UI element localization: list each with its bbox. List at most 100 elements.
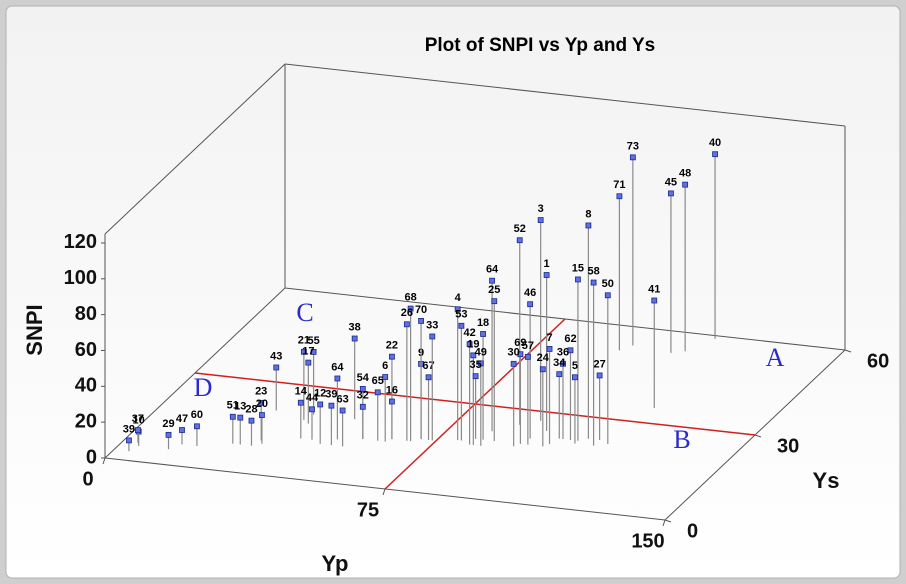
z-tick-label: 120 — [64, 231, 97, 253]
point-label: 30 — [508, 347, 520, 359]
point-label: 69 — [514, 337, 526, 349]
y-tick-label: 0 — [687, 520, 698, 542]
point-label: 26 — [401, 307, 413, 319]
point-label: 19 — [467, 338, 479, 350]
point-label: 14 — [295, 386, 308, 398]
point — [466, 341, 473, 348]
point — [258, 399, 265, 406]
point — [604, 292, 611, 299]
point-label: 68 — [404, 291, 416, 303]
point-label: 45 — [665, 176, 677, 188]
axis-line — [104, 63, 286, 235]
y-axis-label: Ys — [813, 468, 840, 493]
point-label: 38 — [349, 321, 361, 333]
point-label: 20 — [256, 398, 268, 410]
annotation: C — [296, 298, 313, 327]
point-label: 29 — [162, 418, 174, 430]
annotation: D — [194, 373, 213, 402]
annotation: B — [673, 425, 690, 454]
y-tick — [664, 519, 672, 523]
point — [317, 401, 324, 408]
point — [300, 348, 307, 355]
point — [546, 346, 553, 352]
point-label: 39 — [123, 423, 135, 435]
point — [616, 193, 623, 200]
point — [575, 276, 581, 283]
point-label: 22 — [386, 340, 398, 352]
z-tick-label: 60 — [75, 339, 97, 361]
point-label: 34 — [553, 357, 566, 369]
point — [305, 359, 312, 366]
point-label: 65 — [372, 375, 384, 387]
x-tick — [662, 519, 666, 527]
point — [480, 331, 486, 337]
point — [310, 348, 317, 355]
point-label: 7 — [546, 332, 552, 344]
point — [712, 151, 718, 158]
axis-line — [284, 63, 846, 127]
point — [489, 277, 495, 284]
point — [259, 412, 265, 418]
point-label: 10 — [133, 414, 145, 426]
y-tick — [844, 349, 852, 353]
point — [510, 360, 517, 367]
point-label: 13 — [234, 401, 246, 413]
point — [585, 222, 592, 229]
point-label: 42 — [463, 327, 475, 339]
point-label: 24 — [537, 352, 550, 364]
point — [339, 407, 346, 414]
point — [334, 375, 341, 382]
y-tick — [754, 434, 762, 438]
point-label: 60 — [191, 409, 203, 421]
point — [179, 427, 185, 433]
point — [572, 374, 578, 381]
point-label: 71 — [613, 179, 625, 191]
point — [351, 335, 358, 342]
point — [517, 351, 524, 358]
point-label: 27 — [593, 358, 605, 370]
point — [389, 398, 395, 405]
point-label: 28 — [245, 404, 257, 416]
point-label: 3 — [538, 203, 544, 215]
point — [556, 371, 563, 378]
point — [403, 321, 410, 328]
point-label: 39 — [325, 389, 337, 401]
point-label: 15 — [572, 262, 584, 274]
point — [590, 279, 597, 286]
point — [543, 272, 550, 278]
point — [374, 389, 381, 396]
point-label: 64 — [486, 264, 499, 276]
y-tick-label: 30 — [777, 435, 799, 457]
point — [328, 402, 335, 409]
point-label: 37 — [132, 413, 144, 425]
point-label: 70 — [415, 304, 427, 316]
point-label: 53 — [455, 309, 467, 321]
x-tick-label: 150 — [631, 530, 664, 552]
point-label: 47 — [176, 413, 188, 425]
point — [651, 297, 658, 304]
point — [126, 437, 132, 444]
point-label: 23 — [255, 386, 267, 398]
point — [425, 374, 432, 381]
point — [458, 322, 465, 329]
point-label: 16 — [386, 384, 398, 396]
z-tick-label: 20 — [75, 410, 97, 432]
point — [165, 431, 172, 438]
point — [527, 301, 534, 308]
point-label: 48 — [679, 168, 691, 180]
x-tick-label: 75 — [357, 499, 379, 521]
point — [407, 305, 414, 312]
point — [477, 360, 484, 367]
point-label: 21 — [298, 335, 310, 347]
point-label: 51 — [227, 400, 239, 412]
point-label: 46 — [524, 287, 536, 299]
point-label: 64 — [331, 361, 344, 373]
y-tick-label: 60 — [867, 350, 889, 372]
z-tick-label: 80 — [75, 303, 97, 325]
point — [359, 385, 366, 392]
point-label: 50 — [602, 278, 614, 290]
point-label: 18 — [477, 317, 489, 329]
point — [297, 399, 304, 406]
point — [418, 318, 424, 324]
point-label: 32 — [357, 390, 369, 402]
